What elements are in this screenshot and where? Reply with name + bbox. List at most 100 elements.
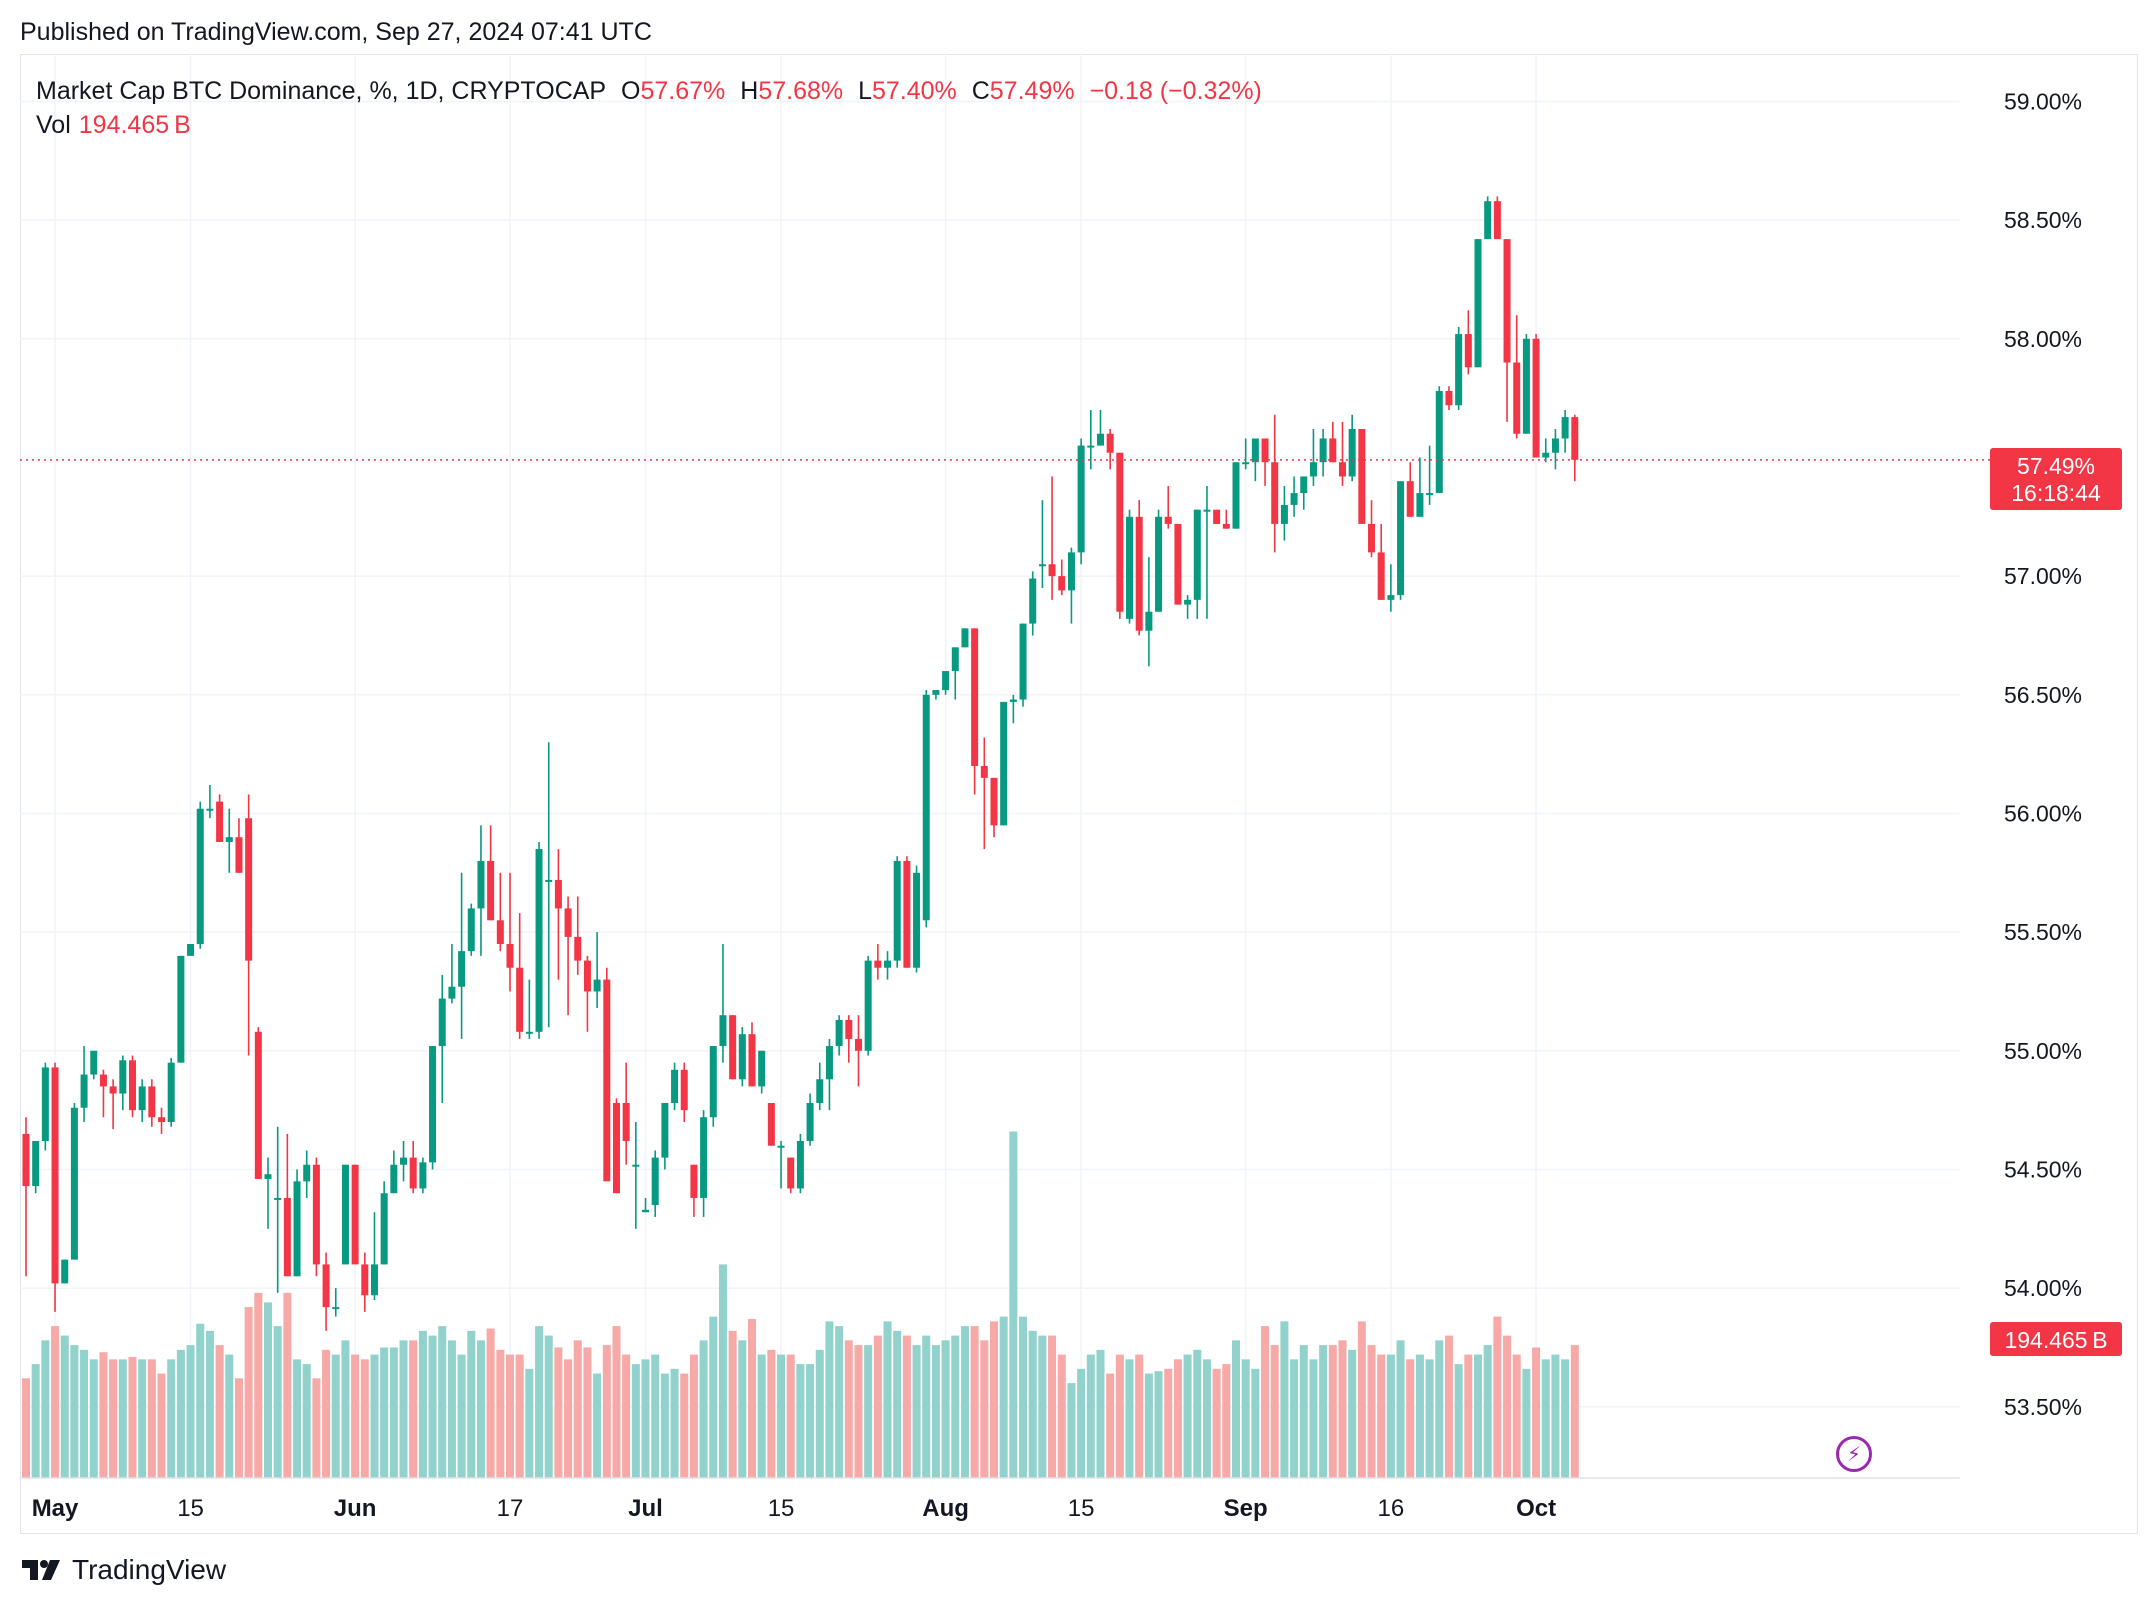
volume-bar (1503, 1336, 1511, 1478)
volume-bar (332, 1355, 340, 1478)
volume-bar (1387, 1355, 1395, 1478)
candle-body (255, 1032, 262, 1179)
candle-body (565, 908, 572, 936)
candle-body (1397, 481, 1404, 595)
legend-volume-row: Vol 194.465 B (36, 108, 1262, 142)
volume-bar (351, 1355, 359, 1478)
volume-bar (1280, 1321, 1288, 1478)
candle-body (1087, 446, 1094, 448)
volume-bar (99, 1352, 107, 1478)
volume-bar (283, 1293, 291, 1478)
volume-bar (1184, 1355, 1192, 1478)
volume-bar (1135, 1355, 1143, 1478)
candle-body (1203, 510, 1210, 512)
candle-body (710, 1046, 717, 1117)
candle-body (100, 1075, 107, 1087)
candle-body (1097, 434, 1104, 446)
candle-body (584, 961, 591, 992)
candle-body (613, 1103, 620, 1193)
candle-body (516, 968, 523, 1032)
candle-body (661, 1103, 668, 1158)
volume-bar (467, 1331, 475, 1478)
candle-body (71, 1108, 78, 1260)
candle-body (477, 861, 484, 908)
candle-body (487, 861, 494, 920)
volume-bar (1009, 1131, 1017, 1478)
y-tick-label: 58.50% (2004, 207, 2082, 233)
y-tick-label: 54.50% (2004, 1156, 2082, 1182)
volume-bar (158, 1374, 166, 1478)
volume-bar (535, 1326, 543, 1478)
candle-body (1213, 510, 1220, 524)
volume-bar (1096, 1350, 1104, 1478)
volume-bar (1426, 1359, 1434, 1478)
volume-bar (1571, 1345, 1579, 1478)
volume-bar (1397, 1340, 1405, 1478)
volume-bar (32, 1364, 40, 1478)
volume-bar (651, 1355, 659, 1478)
candle-body (1407, 481, 1414, 517)
volume-bar (1532, 1347, 1540, 1478)
candle-body (536, 849, 543, 1032)
candle-body (361, 1264, 368, 1295)
volume-bar (884, 1321, 892, 1478)
volume-bar (477, 1340, 485, 1478)
candle-body (458, 951, 465, 987)
lightning-boost-icon[interactable]: ⚡ (1836, 1436, 1872, 1472)
volume-bar (1542, 1359, 1550, 1478)
candle-body (61, 1260, 68, 1284)
candle-body (942, 671, 949, 690)
candle-body (245, 818, 252, 960)
volume-bar (1155, 1371, 1163, 1478)
candle-body (1029, 579, 1036, 624)
legend-open-value: 57.67% (641, 77, 726, 105)
volume-bar (400, 1340, 408, 1478)
candle-body (235, 837, 242, 873)
y-tick-label: 58.00% (2004, 326, 2082, 352)
volume-bar (1493, 1317, 1501, 1478)
volume-bar (1116, 1355, 1124, 1478)
volume-bar (913, 1345, 921, 1478)
candle-body (884, 961, 891, 968)
candle-body (632, 1165, 639, 1167)
volume-bar (361, 1359, 369, 1478)
candle-body (90, 1051, 97, 1075)
volume-bar (825, 1321, 833, 1478)
candlestick-chart[interactable]: 59.00%58.50%58.00%57.50%57.00%56.50%56.0… (0, 0, 2156, 1604)
volume-bar (1522, 1369, 1530, 1478)
candle-body (826, 1046, 833, 1079)
candle-body (903, 861, 910, 968)
volume-bar (109, 1359, 117, 1478)
candle-body (603, 980, 610, 1182)
legend: Market Cap BTC Dominance, %, 1D, CRYPTOC… (36, 74, 1262, 142)
candle-body (526, 1032, 533, 1034)
x-tick-label: 16 (1378, 1495, 1405, 1522)
volume-bar (700, 1340, 708, 1478)
candle-body (642, 1210, 649, 1212)
candle-body (429, 1046, 436, 1162)
volume-bar (1474, 1355, 1482, 1478)
volume-bar (729, 1331, 737, 1478)
volume-bar (1464, 1355, 1472, 1478)
candle-body (855, 1039, 862, 1051)
volume-bar (1145, 1374, 1153, 1478)
volume-bar (438, 1326, 446, 1478)
volume-bar (1368, 1345, 1376, 1478)
candle-body (1010, 700, 1017, 702)
volume-bar (1029, 1331, 1037, 1478)
volume-bar (1058, 1355, 1066, 1478)
volume-bar (932, 1345, 940, 1478)
candle-body (1049, 564, 1056, 576)
candle-body (952, 647, 959, 671)
candle-body (1145, 612, 1152, 631)
volume-bar (1251, 1369, 1259, 1478)
legend-low-label: L (858, 77, 872, 105)
candle-body (1329, 438, 1336, 462)
candle-body (1000, 702, 1007, 825)
volume-bar (961, 1326, 969, 1478)
volume-bar (370, 1355, 378, 1478)
volume-bar (709, 1317, 717, 1478)
volume-bar (448, 1340, 456, 1478)
candle-body (52, 1067, 59, 1283)
volume-bar (1242, 1359, 1250, 1478)
